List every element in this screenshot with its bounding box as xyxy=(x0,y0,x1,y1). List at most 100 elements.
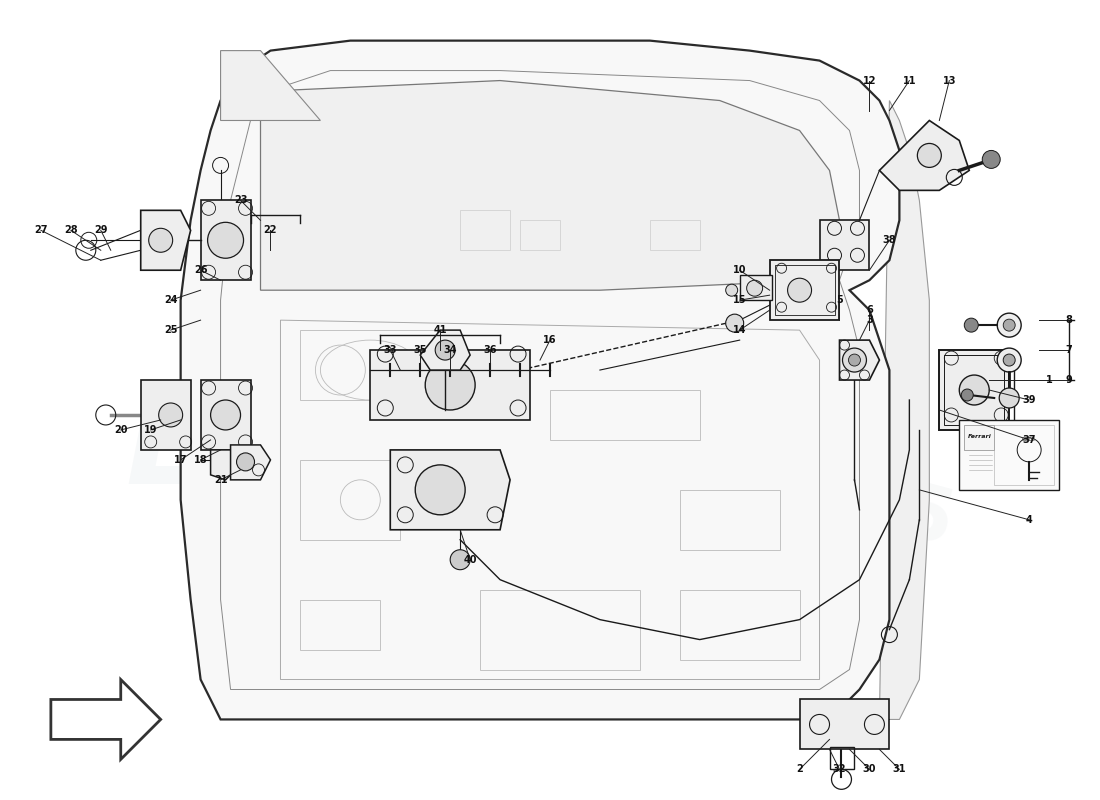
Text: 25: 25 xyxy=(164,325,177,335)
Text: 4: 4 xyxy=(1026,514,1033,525)
Text: 24: 24 xyxy=(164,295,177,305)
Bar xyxy=(774,266,835,315)
Text: 10: 10 xyxy=(733,266,747,275)
Circle shape xyxy=(415,465,465,515)
Bar xyxy=(944,355,1004,425)
Text: 12: 12 xyxy=(862,75,877,86)
Bar xyxy=(800,699,890,750)
Text: 32: 32 xyxy=(833,764,846,774)
Bar xyxy=(820,220,869,270)
Polygon shape xyxy=(221,50,320,121)
Text: 22: 22 xyxy=(264,226,277,235)
Bar xyxy=(939,350,1009,430)
Polygon shape xyxy=(180,41,900,719)
Polygon shape xyxy=(420,330,470,370)
Circle shape xyxy=(1003,319,1015,331)
Circle shape xyxy=(959,375,989,405)
Text: 31: 31 xyxy=(892,764,906,774)
Text: 13: 13 xyxy=(943,75,956,86)
Text: 11: 11 xyxy=(903,75,916,86)
Text: 1985: 1985 xyxy=(737,437,961,563)
Text: 37: 37 xyxy=(1022,435,1036,445)
Bar xyxy=(460,210,510,250)
Circle shape xyxy=(436,340,455,360)
Text: 35: 35 xyxy=(414,345,427,355)
Circle shape xyxy=(450,550,470,570)
Text: 38: 38 xyxy=(882,235,896,246)
Circle shape xyxy=(1003,354,1015,366)
Bar xyxy=(829,747,855,770)
Text: 16: 16 xyxy=(543,335,557,345)
Text: 34: 34 xyxy=(443,345,456,355)
Circle shape xyxy=(142,231,160,250)
Text: 33: 33 xyxy=(384,345,397,355)
Bar xyxy=(480,590,640,670)
Bar xyxy=(300,460,400,540)
Polygon shape xyxy=(390,450,510,530)
Text: 1: 1 xyxy=(1046,375,1053,385)
Text: 40: 40 xyxy=(463,554,477,565)
Text: 28: 28 xyxy=(64,226,78,235)
Circle shape xyxy=(982,150,1000,169)
Circle shape xyxy=(965,318,978,332)
Circle shape xyxy=(426,360,475,410)
Polygon shape xyxy=(261,81,839,290)
Text: ELUS: ELUS xyxy=(125,390,475,510)
Bar xyxy=(300,330,450,400)
Bar xyxy=(770,260,839,320)
Text: CODE: CODE xyxy=(1022,438,1036,442)
Polygon shape xyxy=(879,101,930,719)
Circle shape xyxy=(210,400,241,430)
Circle shape xyxy=(848,354,860,366)
Text: 14: 14 xyxy=(733,325,747,335)
Bar xyxy=(959,420,1059,490)
Circle shape xyxy=(208,222,243,258)
Text: 20: 20 xyxy=(114,425,128,435)
Circle shape xyxy=(788,278,812,302)
Bar xyxy=(141,380,190,450)
Bar xyxy=(520,220,560,250)
Text: 8: 8 xyxy=(1066,315,1072,325)
Circle shape xyxy=(917,143,942,167)
Bar xyxy=(200,380,251,450)
Bar xyxy=(739,275,771,300)
Text: Ferrari: Ferrari xyxy=(967,434,991,439)
Text: 41: 41 xyxy=(433,325,447,335)
Circle shape xyxy=(999,388,1020,408)
Text: 39: 39 xyxy=(1022,395,1036,405)
Bar xyxy=(550,390,700,440)
Text: 29: 29 xyxy=(94,226,108,235)
Circle shape xyxy=(843,348,867,372)
Circle shape xyxy=(148,228,173,252)
Text: 3: 3 xyxy=(866,315,872,325)
Text: 15: 15 xyxy=(733,295,747,305)
Circle shape xyxy=(158,403,183,427)
Text: 27: 27 xyxy=(34,226,47,235)
Text: 36: 36 xyxy=(483,345,497,355)
Circle shape xyxy=(236,453,254,471)
Bar xyxy=(371,350,530,420)
Text: 6: 6 xyxy=(866,305,872,315)
Circle shape xyxy=(726,314,744,332)
Text: 7: 7 xyxy=(1066,345,1072,355)
Circle shape xyxy=(998,348,1021,372)
Text: 17: 17 xyxy=(174,455,187,465)
Text: 18: 18 xyxy=(194,455,208,465)
Text: 19: 19 xyxy=(144,425,157,435)
Polygon shape xyxy=(879,121,969,190)
Text: 21: 21 xyxy=(213,475,228,485)
Polygon shape xyxy=(839,340,879,380)
Bar xyxy=(300,600,381,650)
Polygon shape xyxy=(231,445,271,480)
Text: 5: 5 xyxy=(836,295,843,305)
Text: a passion for parts: a passion for parts xyxy=(333,544,566,616)
Circle shape xyxy=(961,389,974,401)
Bar xyxy=(650,220,700,250)
Polygon shape xyxy=(141,210,190,270)
Circle shape xyxy=(726,284,738,296)
Bar xyxy=(680,590,800,659)
Text: 26: 26 xyxy=(194,266,208,275)
Circle shape xyxy=(998,313,1021,337)
Text: 30: 30 xyxy=(862,764,877,774)
Bar xyxy=(965,425,994,450)
